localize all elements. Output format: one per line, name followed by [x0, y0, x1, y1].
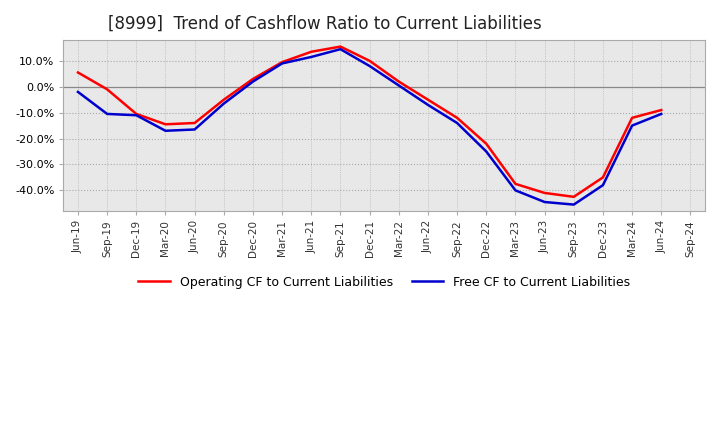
Operating CF to Current Liabilities	[190, 121, 199, 126]
Free CF to Current Liabilities	[598, 183, 607, 188]
Free CF to Current Liabilities	[540, 199, 549, 205]
Free CF to Current Liabilities	[657, 111, 665, 117]
Text: [8999]  Trend of Cashflow Ratio to Current Liabilities: [8999] Trend of Cashflow Ratio to Curren…	[108, 15, 542, 33]
Operating CF to Current Liabilities	[511, 181, 520, 187]
Free CF to Current Liabilities	[423, 102, 432, 107]
Free CF to Current Liabilities	[278, 61, 287, 66]
Operating CF to Current Liabilities	[248, 76, 257, 81]
Operating CF to Current Liabilities	[220, 97, 228, 103]
Free CF to Current Liabilities	[453, 121, 462, 126]
Operating CF to Current Liabilities	[73, 70, 82, 75]
Free CF to Current Liabilities	[161, 128, 170, 133]
Free CF to Current Liabilities	[73, 89, 82, 95]
Operating CF to Current Liabilities	[132, 111, 140, 117]
Operating CF to Current Liabilities	[161, 121, 170, 127]
Free CF to Current Liabilities	[482, 149, 490, 154]
Free CF to Current Liabilities	[307, 54, 315, 59]
Operating CF to Current Liabilities	[307, 49, 315, 55]
Operating CF to Current Liabilities	[278, 59, 287, 65]
Operating CF to Current Liabilities	[395, 79, 403, 84]
Line: Operating CF to Current Liabilities: Operating CF to Current Liabilities	[78, 47, 661, 197]
Free CF to Current Liabilities	[248, 79, 257, 84]
Operating CF to Current Liabilities	[365, 58, 374, 63]
Operating CF to Current Liabilities	[482, 141, 490, 147]
Operating CF to Current Liabilities	[336, 44, 345, 49]
Free CF to Current Liabilities	[132, 113, 140, 118]
Operating CF to Current Liabilities	[628, 115, 636, 121]
Operating CF to Current Liabilities	[103, 87, 112, 92]
Operating CF to Current Liabilities	[540, 191, 549, 196]
Free CF to Current Liabilities	[336, 47, 345, 52]
Operating CF to Current Liabilities	[453, 115, 462, 121]
Free CF to Current Liabilities	[570, 202, 578, 207]
Operating CF to Current Liabilities	[598, 175, 607, 180]
Operating CF to Current Liabilities	[657, 107, 665, 113]
Free CF to Current Liabilities	[365, 63, 374, 69]
Free CF to Current Liabilities	[190, 127, 199, 132]
Legend: Operating CF to Current Liabilities, Free CF to Current Liabilities: Operating CF to Current Liabilities, Fre…	[133, 271, 635, 294]
Operating CF to Current Liabilities	[423, 97, 432, 103]
Line: Free CF to Current Liabilities: Free CF to Current Liabilities	[78, 49, 661, 205]
Operating CF to Current Liabilities	[570, 194, 578, 199]
Free CF to Current Liabilities	[395, 83, 403, 88]
Free CF to Current Liabilities	[103, 111, 112, 117]
Free CF to Current Liabilities	[628, 123, 636, 128]
Free CF to Current Liabilities	[511, 188, 520, 193]
Free CF to Current Liabilities	[220, 101, 228, 106]
